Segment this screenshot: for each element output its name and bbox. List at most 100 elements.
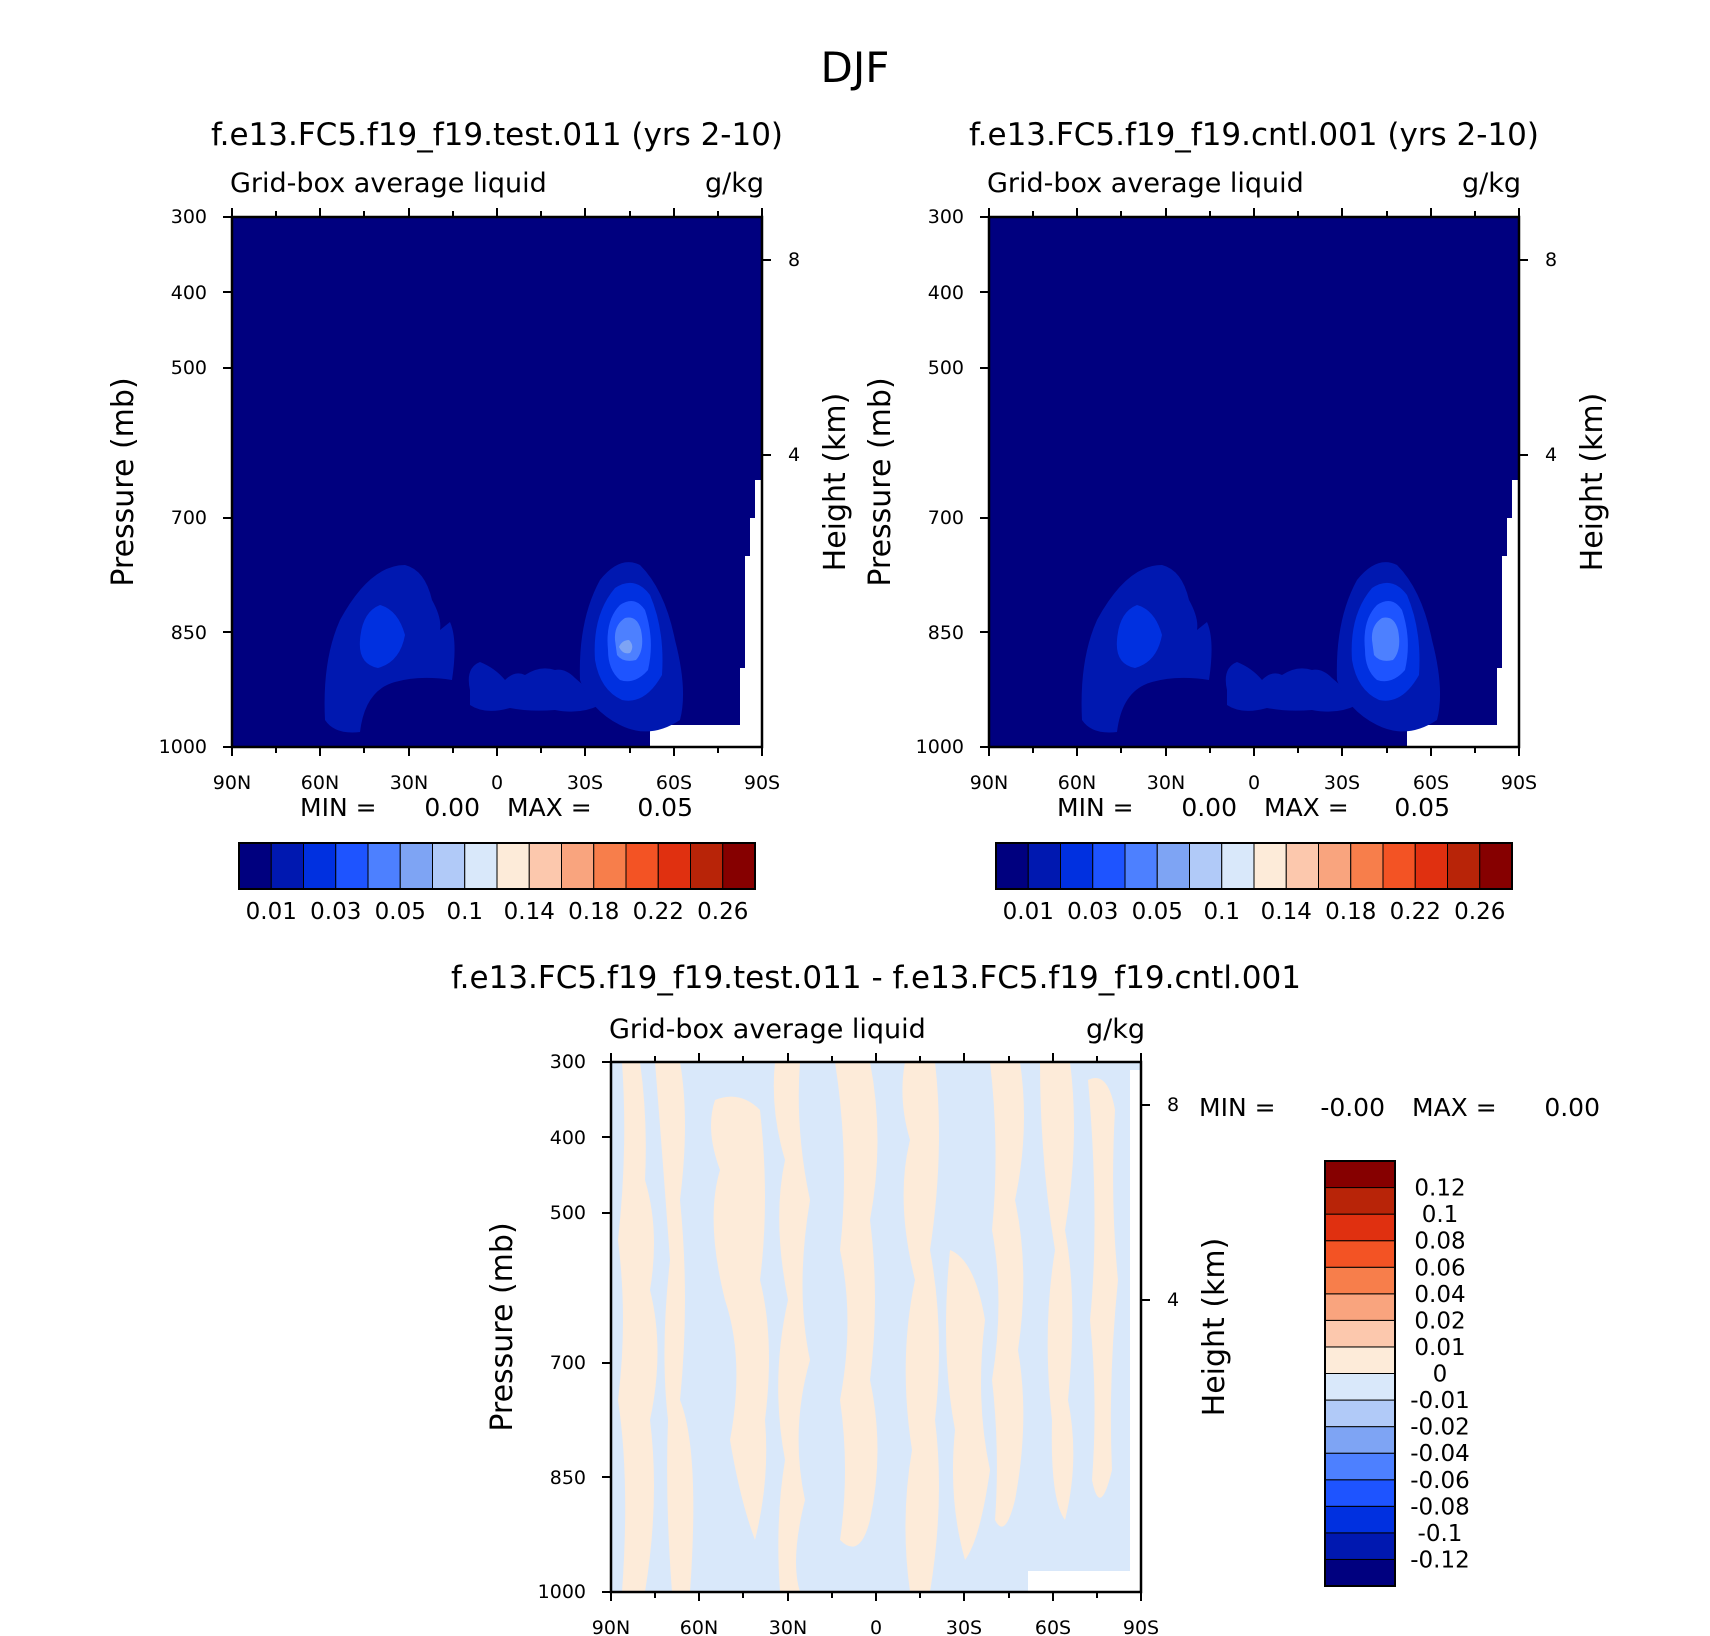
y-tick-label: 400 [550, 1127, 586, 1149]
colorbar-swatch [561, 842, 595, 890]
colorbar-swatch [657, 842, 691, 890]
colorbar-label: 0.1 [1422, 1202, 1459, 1228]
contour-sh-5 [619, 640, 633, 654]
y-axis-label: Pressure (mb) [485, 1222, 520, 1431]
colorbar-label: 0.18 [568, 899, 619, 925]
colorbar-frame [995, 842, 1513, 890]
x-tick-label: 30N [390, 772, 428, 794]
y2-tick-labels: 8 4 [1545, 249, 1557, 466]
axis-ticks [980, 208, 1528, 756]
axis-ticks [602, 1053, 1150, 1601]
max-value: 0.05 [637, 793, 693, 822]
y2-tick-labels: 8 4 [1167, 1094, 1179, 1311]
colorbar-swatch [1221, 842, 1255, 890]
colorbar-swatch [528, 842, 562, 890]
colorbar-label: 0.01 [1414, 1335, 1465, 1361]
colorbar-swatch [1324, 1373, 1396, 1401]
x-tick-label: 90S [1123, 1617, 1159, 1636]
panel-difference: f.e13.FC5.f19_f19.test.011 - f.e13.FC5.f… [451, 960, 1600, 1636]
max-label: MAX = [507, 793, 592, 822]
colorbar-label: 0.05 [375, 899, 426, 925]
axis-ticks [223, 208, 771, 756]
x-tick-label: 0 [870, 1617, 882, 1636]
panel-subtitle: Grid-box average liquid [609, 1014, 926, 1045]
y-tick-labels: 300 400 500 700 850 1000 [159, 206, 207, 758]
minmax-line: MIN = -0.00 MAX = 0.00 [1199, 1093, 1600, 1122]
x-tick-label: 90N [592, 1617, 630, 1636]
colorbar-swatch [496, 842, 530, 890]
y-tick-label: 500 [928, 357, 964, 379]
contour-sh-4 [614, 617, 643, 661]
y-tick-label: 1000 [159, 736, 207, 758]
x-tick-labels: 90N 60N 30N 0 30S 60S 90S [592, 1617, 1159, 1636]
colorbar-label: 0.12 [1414, 1176, 1465, 1202]
panel-subtitle: Grid-box average liquid [987, 168, 1304, 199]
contour-eq [468, 662, 600, 712]
y2-tick-label: 8 [1545, 249, 1557, 271]
panel-title: f.e13.FC5.f19_f19.test.011 - f.e13.FC5.f… [451, 960, 1301, 996]
colorbar-label: 0.14 [504, 899, 555, 925]
colorbar-label: 0.22 [1390, 899, 1441, 925]
x-tick-label: 60N [1058, 772, 1096, 794]
x-tick-label: 60S [1413, 772, 1449, 794]
panel-test: f.e13.FC5.f19_f19.test.011 (yrs 2-10) Gr… [106, 117, 853, 925]
colorbar-label: 0.26 [1454, 899, 1505, 925]
colorbar-label: 0.01 [1003, 899, 1054, 925]
colorbar-swatch [238, 842, 272, 890]
y-axis-label: Pressure (mb) [106, 377, 141, 586]
colorbar-swatch [1324, 1319, 1396, 1348]
panel-subtitle: Grid-box average liquid [230, 168, 547, 199]
minmax-line: MIN = 0.00 MAX = 0.05 [1057, 793, 1450, 822]
x-tick-label: 60N [301, 772, 339, 794]
y-tick-label: 700 [928, 507, 964, 529]
colorbar-label: 0.22 [633, 899, 684, 925]
min-label: MIN = [300, 793, 377, 822]
colorbar-label: -0.02 [1410, 1415, 1470, 1441]
y-tick-label: 400 [928, 282, 964, 304]
y-tick-label: 700 [171, 507, 207, 529]
x-tick-label: 30S [1324, 772, 1360, 794]
colorbar-swatch [1324, 1213, 1396, 1242]
y-tick-label: 1000 [916, 736, 964, 758]
y-tick-label: 500 [171, 357, 207, 379]
y2-tick-label: 4 [788, 444, 800, 466]
x-tick-labels: 90N 60N 30N 0 30S 60S 90S [213, 772, 780, 794]
plot-area [232, 217, 762, 747]
colorbar-swatch [593, 842, 627, 890]
positive-band [946, 1250, 990, 1560]
panel-title: f.e13.FC5.f19_f19.test.011 (yrs 2-10) [211, 117, 783, 153]
colorbar-label: 0.03 [310, 899, 361, 925]
colorbar-swatch [270, 842, 304, 890]
colorbar-frame [1324, 1160, 1396, 1587]
contour-eq [1225, 662, 1357, 712]
colorbar-label: -0.06 [1410, 1468, 1470, 1494]
colorbar-swatch [1350, 842, 1384, 890]
colorbar-swatch [1324, 1293, 1396, 1321]
background-fill [989, 217, 1519, 747]
panel-control: f.e13.FC5.f19_f19.cntl.001 (yrs 2-10) Gr… [863, 117, 1610, 925]
units-label: g/kg [1462, 168, 1521, 199]
colorbar-swatch [1324, 1346, 1396, 1374]
min-label: MIN = [1057, 793, 1134, 822]
colorbar-label: 0.08 [1414, 1229, 1465, 1255]
units-label: g/kg [705, 168, 764, 199]
y-tick-label: 300 [928, 206, 964, 228]
x-tick-label: 0 [1248, 772, 1260, 794]
positive-band [711, 1096, 769, 1540]
colorbar-label: -0.1 [1418, 1521, 1463, 1547]
colorbar-swatch [1156, 842, 1190, 890]
y2-tick-label: 4 [1167, 1289, 1179, 1311]
colorbar-swatch [1324, 1187, 1396, 1215]
panel-title: f.e13.FC5.f19_f19.cntl.001 (yrs 2-10) [969, 117, 1539, 153]
colorbar-swatch [1324, 1452, 1396, 1481]
colorbar-swatch [367, 842, 401, 890]
background-fill [232, 217, 762, 747]
positive-band [773, 1062, 810, 1592]
colorbar-label: -0.12 [1410, 1547, 1470, 1573]
colorbar-swatch [1382, 842, 1416, 890]
colorbar-swatch [303, 842, 337, 890]
min-value: 0.00 [424, 793, 480, 822]
colorbar-swatch [1285, 842, 1319, 890]
missing-region [1407, 480, 1519, 747]
y-tick-labels: 300 400 500 700 850 1000 [538, 1051, 586, 1603]
